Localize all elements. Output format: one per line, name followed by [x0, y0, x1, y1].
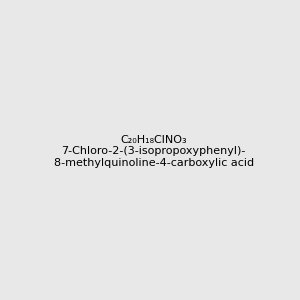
Text: C₂₀H₁₈ClNO₃
7-Chloro-2-(3-isopropoxyphenyl)-
8-methylquinoline-4-carboxylic acid: C₂₀H₁₈ClNO₃ 7-Chloro-2-(3-isopropoxyphen…: [54, 135, 254, 168]
